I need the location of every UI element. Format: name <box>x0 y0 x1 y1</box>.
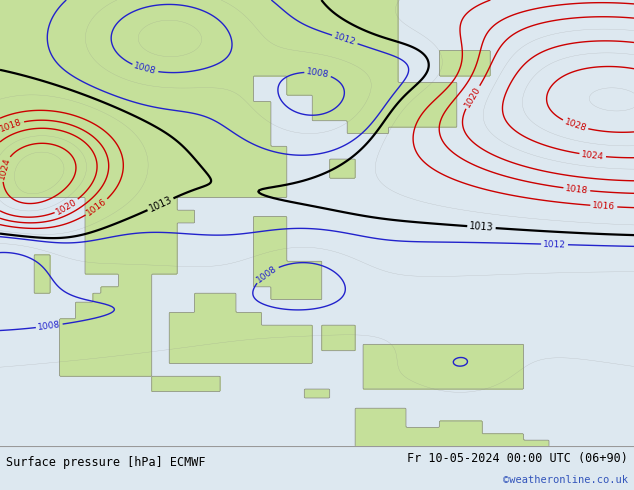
Text: 1012: 1012 <box>543 240 566 249</box>
Text: 1008: 1008 <box>255 264 279 284</box>
Text: Surface pressure [hPa] ECMWF: Surface pressure [hPa] ECMWF <box>6 456 206 469</box>
Text: 1016: 1016 <box>85 197 109 218</box>
Text: 1008: 1008 <box>37 320 61 332</box>
Text: 1020: 1020 <box>463 85 482 109</box>
Text: ©weatheronline.co.uk: ©weatheronline.co.uk <box>503 475 628 485</box>
Text: 1013: 1013 <box>469 221 494 233</box>
Text: 1008: 1008 <box>306 67 330 79</box>
Text: 1016: 1016 <box>592 201 616 211</box>
Text: 1028: 1028 <box>563 117 588 133</box>
Text: 1018: 1018 <box>0 117 23 134</box>
Text: 1020: 1020 <box>55 197 79 217</box>
Text: 1018: 1018 <box>565 184 589 195</box>
Text: 1012: 1012 <box>333 31 357 48</box>
Text: Fr 10-05-2024 00:00 UTC (06+90): Fr 10-05-2024 00:00 UTC (06+90) <box>407 452 628 465</box>
Text: 1024: 1024 <box>0 156 11 181</box>
Text: 1013: 1013 <box>147 195 174 214</box>
Text: 1008: 1008 <box>133 62 157 76</box>
Text: 1024: 1024 <box>581 149 604 161</box>
